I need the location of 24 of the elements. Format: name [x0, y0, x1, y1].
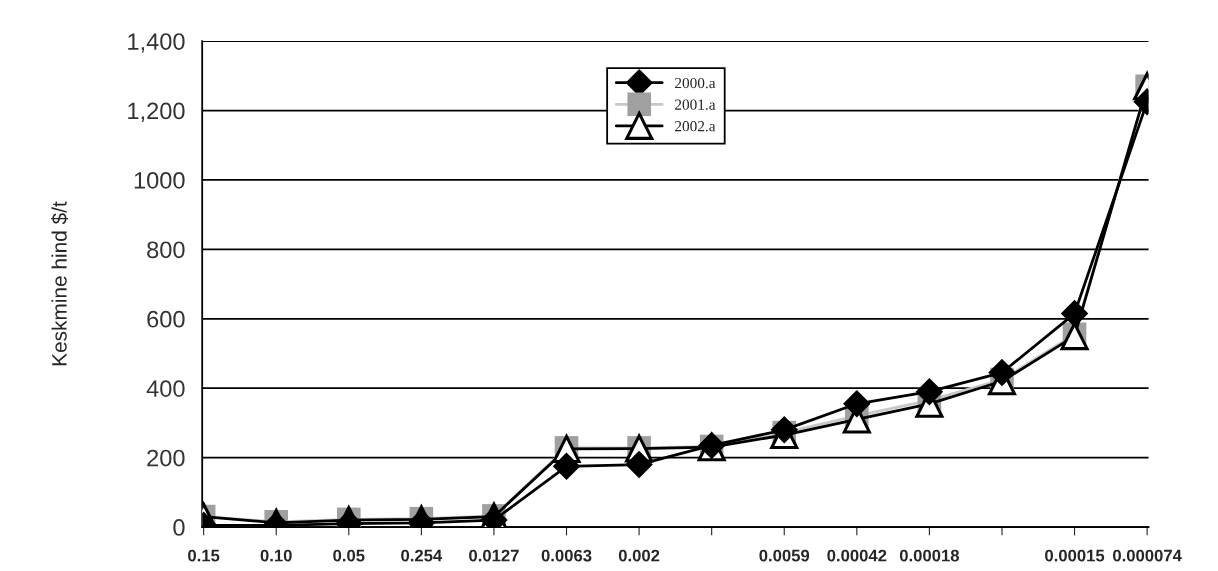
y-tick-label: 600 [147, 310, 185, 328]
x-tick-label: 0.0059 [759, 549, 810, 562]
legend-label: 2002.a [675, 121, 716, 132]
y-tick-label: 1000 [134, 172, 185, 189]
y-tick-label: 800 [147, 241, 185, 259]
x-tick-label: 0.0127 [469, 549, 519, 562]
x-tick-label: 0.00015 [1045, 549, 1105, 562]
y-tick-label: 1,400 [128, 33, 185, 53]
legend-label: 2001.a [675, 99, 716, 110]
y-tick-label: 200 [147, 449, 185, 467]
x-tick-label: 0.254 [401, 549, 443, 562]
y-tick-label: 1,200 [128, 102, 185, 123]
x-tick-label: 0.000074 [1113, 549, 1182, 562]
x-tick-label: 0.00018 [899, 549, 960, 562]
y-axis-title: Keskmine hind $/t [51, 201, 69, 366]
y-tick-label: 0 [173, 519, 185, 536]
x-tick-label: 0.00042 [827, 549, 887, 562]
x-tick-label: 0.002 [618, 549, 660, 562]
x-tick-label: 0.0063 [541, 549, 592, 562]
x-tick-label: 0.05 [333, 549, 365, 562]
x-tick-label: 0.15 [188, 549, 220, 562]
legend-label: 2000.a [675, 77, 716, 89]
x-tick-label: 0.10 [260, 549, 292, 562]
y-tick-label: 400 [146, 380, 185, 397]
